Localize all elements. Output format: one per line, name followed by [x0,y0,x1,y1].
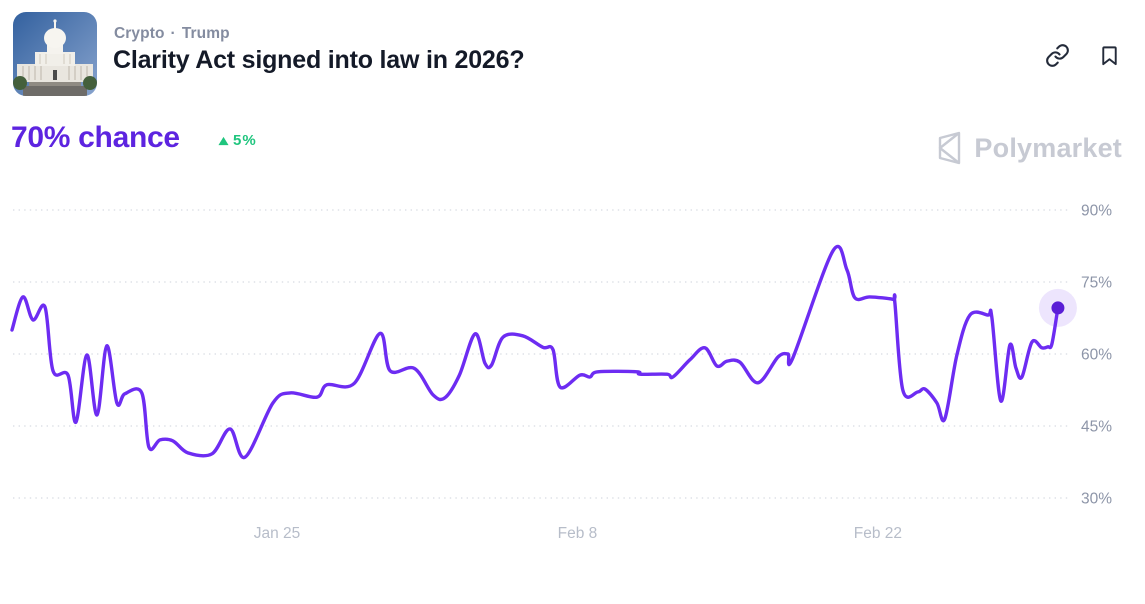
endpoint-dot [1051,301,1065,315]
x-axis-label: Feb 22 [854,525,902,542]
chance-readout: 70% chance [11,121,180,155]
breadcrumb: Crypto · Trump [114,25,230,43]
chance-value: 70% [11,121,71,154]
price-line [10,244,1060,459]
link-icon [1046,44,1069,67]
y-axis-label: 90% [1081,203,1112,220]
chance-label: chance [78,121,180,154]
breadcrumb-category: Crypto [114,25,165,42]
header-actions [1045,43,1121,68]
capitol-image [13,12,97,96]
polymarket-logo-icon [939,131,961,165]
copy-link-button[interactable] [1045,43,1070,68]
breadcrumb-separator: · [170,25,176,42]
y-axis-label: 30% [1081,491,1112,508]
delta-value: 5% [233,132,257,149]
y-axis-label: 75% [1081,275,1112,292]
bookmark-icon [1102,46,1117,66]
y-axis-label: 60% [1081,347,1112,364]
x-axis-label: Feb 8 [558,525,598,542]
triangle-up-icon [218,136,229,145]
chance-delta: 5% [218,132,257,149]
breadcrumb-topic: Trump [181,25,230,42]
x-axis-label: Jan 25 [254,525,301,542]
bookmark-button[interactable] [1098,43,1121,68]
market-icon [13,12,97,96]
y-axis-label: 45% [1081,419,1112,436]
polymarket-wordmark: Polymarket [974,132,1122,163]
polymarket-watermark[interactable]: Polymarket [934,130,1122,166]
market-title[interactable]: Clarity Act signed into law in 2026? [113,46,525,74]
